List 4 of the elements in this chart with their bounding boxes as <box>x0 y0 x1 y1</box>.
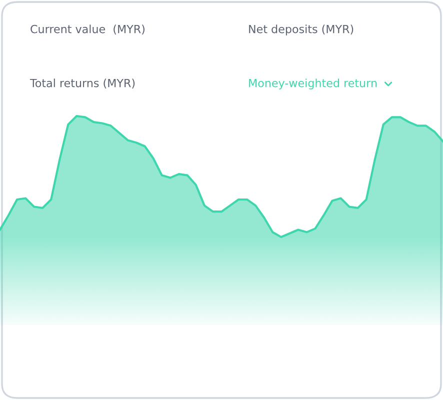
text: Current value (MYR) <box>30 24 144 35</box>
text: Net deposits (MYR) <box>249 24 354 36</box>
text: Money-weighted return <box>249 78 377 90</box>
text: Total returns (MYR) <box>30 78 135 89</box>
